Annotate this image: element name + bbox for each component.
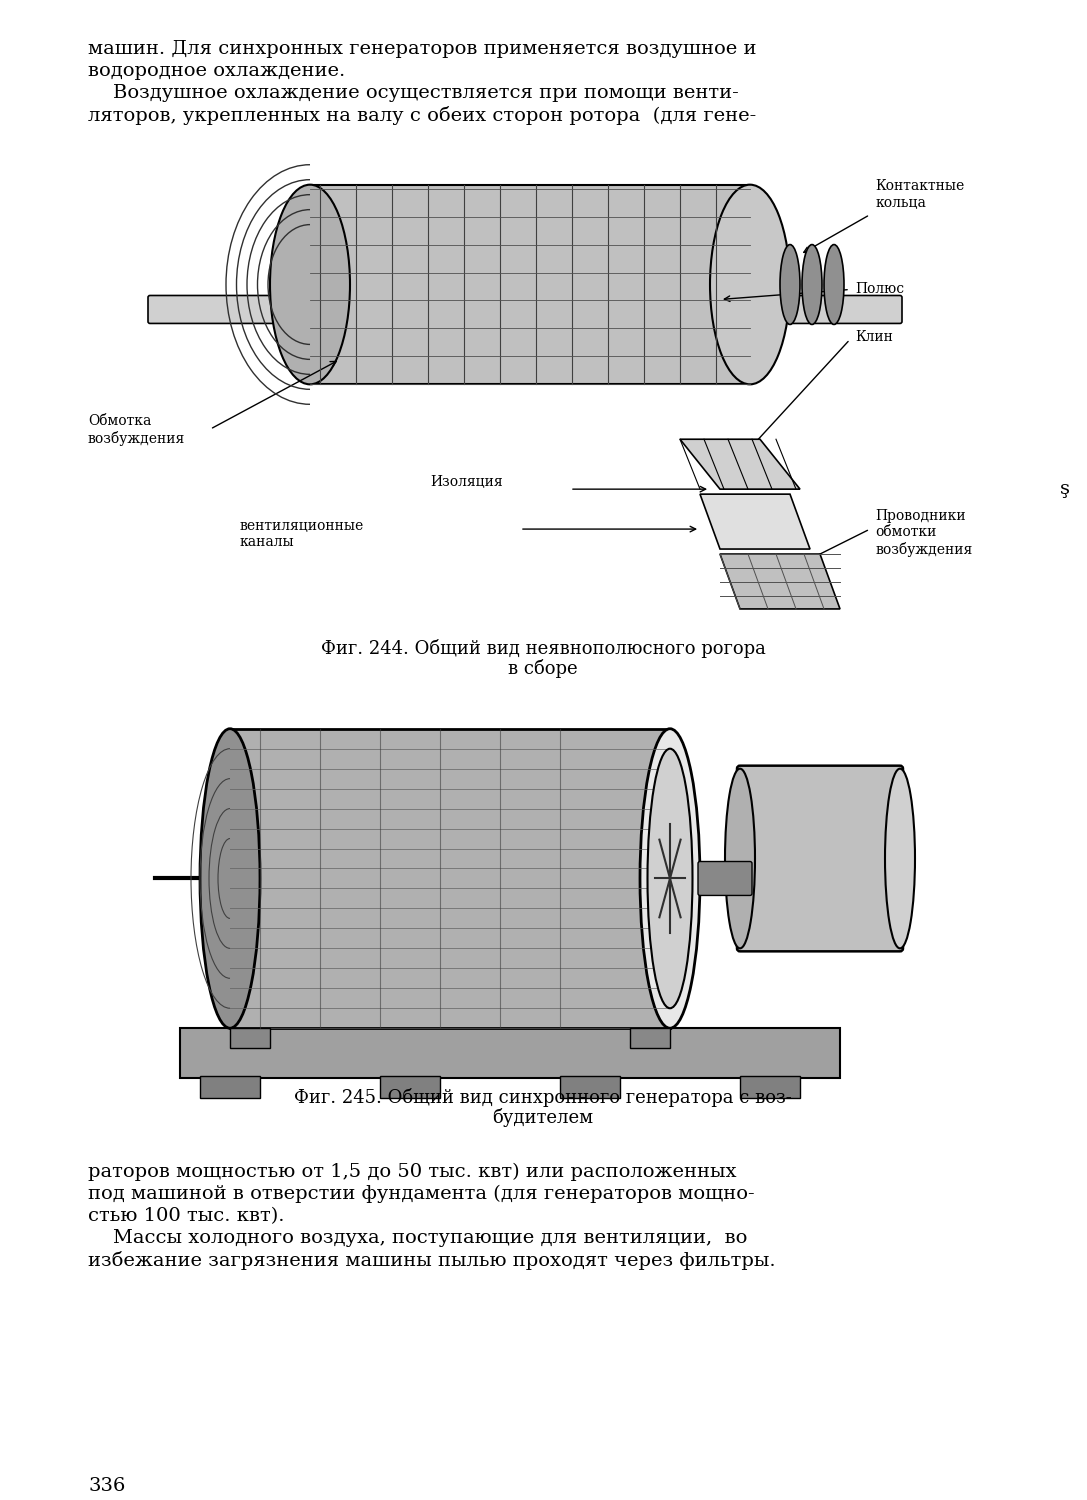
Text: ş: ş [1060,480,1070,498]
Text: машин. Для синхронных генераторов применяется воздушное и: машин. Для синхронных генераторов примен… [88,40,757,58]
FancyBboxPatch shape [230,729,670,1028]
Text: Воздушное охлаждение осуществляется при помощи венти-: Воздушное охлаждение осуществляется при … [88,84,739,102]
Text: Проводники
обмотки
возбуждения: Проводники обмотки возбуждения [875,509,972,556]
Ellipse shape [200,729,260,1028]
FancyBboxPatch shape [310,184,750,384]
Text: в сборе: в сборе [509,658,578,678]
FancyBboxPatch shape [180,1028,840,1078]
Polygon shape [680,440,800,489]
Text: Фиг. 244. Общий вид неявнополюсного рогора: Фиг. 244. Общий вид неявнополюсного рого… [321,639,765,658]
Ellipse shape [648,748,692,1008]
Ellipse shape [802,244,822,324]
Ellipse shape [725,768,755,948]
FancyBboxPatch shape [230,1028,270,1048]
Ellipse shape [885,768,915,948]
Text: Контактные
кольца: Контактные кольца [875,180,964,210]
FancyBboxPatch shape [200,1076,260,1098]
FancyBboxPatch shape [740,1076,800,1098]
Text: раторов мощностью от 1,5 до 50 тыс. квт) или расположенных: раторов мощностью от 1,5 до 50 тыс. квт)… [88,1162,737,1180]
Text: Полюс: Полюс [855,282,904,297]
Text: ляторов, укрепленных на валу с обеих сторон ротора  (для гене-: ляторов, укрепленных на валу с обеих сто… [88,106,757,124]
Ellipse shape [640,729,700,1028]
Text: Обмотка
возбуждения: Обмотка возбуждения [88,414,185,446]
Text: Изоляция: Изоляция [430,476,502,489]
Text: Массы холодного воздуха, поступающие для вентиляции,  во: Массы холодного воздуха, поступающие для… [88,1228,748,1246]
FancyBboxPatch shape [698,861,752,895]
Polygon shape [700,494,810,549]
Text: избежание загрязнения машины пылью проходят через фильтры.: избежание загрязнения машины пылью прохо… [88,1251,776,1270]
FancyBboxPatch shape [630,1028,670,1048]
Text: вентиляционные
каналы: вентиляционные каналы [240,519,364,549]
FancyBboxPatch shape [380,1076,440,1098]
Polygon shape [720,554,840,609]
Ellipse shape [824,244,844,324]
FancyBboxPatch shape [560,1076,620,1098]
FancyBboxPatch shape [737,765,903,951]
Text: Фиг. 245. Общий вид синхронного генератора с воз-: Фиг. 245. Общий вид синхронного генерато… [295,1088,791,1107]
Text: под машиной в отверстии фундамента (для генераторов мощно-: под машиной в отверстии фундамента (для … [88,1185,754,1203]
FancyBboxPatch shape [148,296,902,324]
Text: стью 100 тыс. квт).: стью 100 тыс. квт). [88,1208,285,1225]
Ellipse shape [780,244,800,324]
Text: 336: 336 [88,1478,125,1496]
Ellipse shape [270,184,350,384]
Text: будителем: будителем [492,1108,594,1126]
Text: Клин: Клин [855,330,892,345]
Text: водородное охлаждение.: водородное охлаждение. [88,62,346,80]
Ellipse shape [710,184,790,384]
